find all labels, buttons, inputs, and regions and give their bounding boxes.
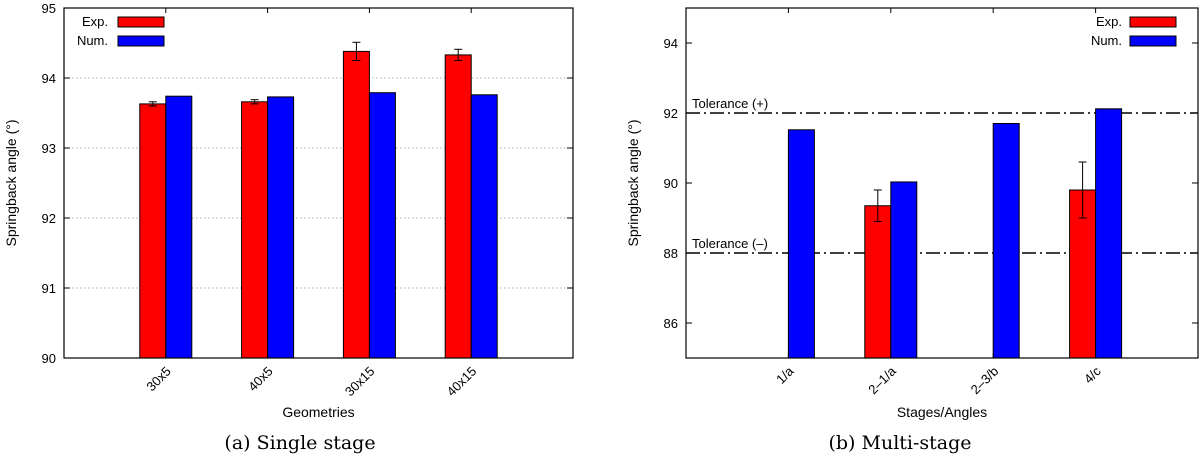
legend-label-exp: Exp. (82, 14, 108, 29)
chart-single-stage: 30x5 40x5 30x15 40x15 90 91 92 93 94 95 Geometries… (3, 1, 574, 420)
y-tick-label: 95 (42, 1, 56, 16)
legend-swatch-exp (117, 16, 165, 28)
y-tick-label: 88 (664, 246, 678, 261)
chart-multi-stage: Tolerance (+) Tolerance (–) 1/a 2–1/a 2–3/b 4… (625, 7, 1199, 420)
bar-exp (864, 205, 892, 359)
legend-swatch-num (117, 35, 165, 47)
x-tick-label: 40x5 (245, 364, 276, 395)
y-axis-title: Springback angle (°) (625, 120, 641, 247)
y-tick-label: 86 (664, 316, 678, 331)
y-tick-label: 92 (42, 211, 56, 226)
x-tick-label: 40x15 (444, 364, 480, 400)
x-tick-label: 4/c (1081, 363, 1104, 386)
caption-single-stage: (a) Single stage (224, 432, 376, 454)
x-tick-label: 1/a (773, 363, 797, 387)
y-tick-label: 92 (664, 106, 678, 121)
figure-single-stage: 30x5 40x5 30x15 40x15 90 91 92 93 94 95 Geometries… (3, 1, 574, 454)
x-axis-title: Stages/Angles (897, 404, 987, 420)
caption-multi-stage: (b) Multi-stage (828, 432, 972, 454)
y-tick-label: 90 (664, 176, 678, 191)
bar-num (267, 96, 295, 359)
legend-swatch-num (1129, 35, 1177, 47)
legend-label-num: Num. (77, 33, 108, 48)
x-tick-label: 2–3/b (968, 364, 1002, 398)
x-tick-label: 30x15 (342, 364, 378, 400)
reference-line-label: Tolerance (–) (692, 236, 768, 251)
y-tick-label: 94 (664, 36, 678, 51)
x-tick-label: 2–1/a (865, 363, 899, 397)
bar-num (787, 129, 815, 359)
y-axis-title: Springback angle (°) (3, 120, 19, 247)
bar-num (890, 181, 918, 359)
reference-line-label: Tolerance (+) (692, 96, 768, 111)
legend-swatch-exp (1129, 16, 1177, 28)
plot-frame (63, 7, 574, 359)
y-tick-label: 93 (42, 141, 56, 156)
legend-label-exp: Exp. (1096, 14, 1122, 29)
x-tick-label: 30x5 (143, 364, 174, 395)
figure-multi-stage: Tolerance (+) Tolerance (–) 1/a 2–1/a 2–3/b 4… (600, 0, 1200, 465)
bar-exp (444, 54, 472, 359)
x-axis-title: Geometries (282, 404, 354, 420)
bar-exp (241, 101, 269, 359)
bar-num (1095, 108, 1123, 359)
bar-num (992, 123, 1020, 359)
y-tick-label: 94 (42, 71, 56, 86)
bar-num (470, 94, 498, 359)
y-tick-label: 90 (42, 351, 56, 366)
legend-label-num: Num. (1091, 33, 1122, 48)
bar-num (368, 92, 396, 359)
y-tick-label: 91 (42, 281, 56, 296)
plot-frame (685, 7, 1199, 359)
bar-exp (342, 50, 370, 359)
bar-num (165, 95, 193, 359)
bar-exp (139, 103, 167, 359)
